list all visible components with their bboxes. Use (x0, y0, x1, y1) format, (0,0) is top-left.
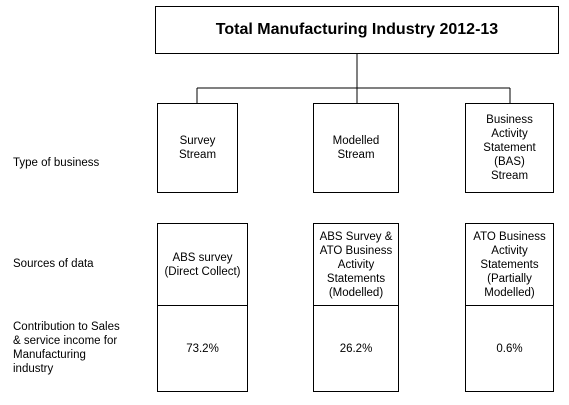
row-label-sources-of-data: Sources of data (13, 258, 94, 270)
title-box: Total Manufacturing Industry 2012-13 (155, 6, 559, 54)
contribution-box-survey: 73.2% (157, 305, 248, 392)
source-box-survey: ABS survey (Direct Collect) (157, 223, 248, 306)
contribution-box-bas: 0.6% (465, 305, 554, 392)
contribution-box-modelled: 26.2% (313, 305, 399, 392)
row-label-contribution: Contribution to Sales & service income f… (13, 321, 120, 375)
row-label-type-of-business: Type of business (13, 157, 100, 169)
source-box-bas: ATO Business Activity Statements (Partia… (465, 223, 554, 306)
source-box-modelled: ABS Survey & ATO Business Activity State… (313, 223, 399, 306)
stream-box-modelled: Modelled Stream (313, 103, 399, 193)
stream-box-bas: Business Activity Statement (BAS) Stream (465, 103, 554, 193)
stream-box-survey: Survey Stream (157, 103, 238, 193)
